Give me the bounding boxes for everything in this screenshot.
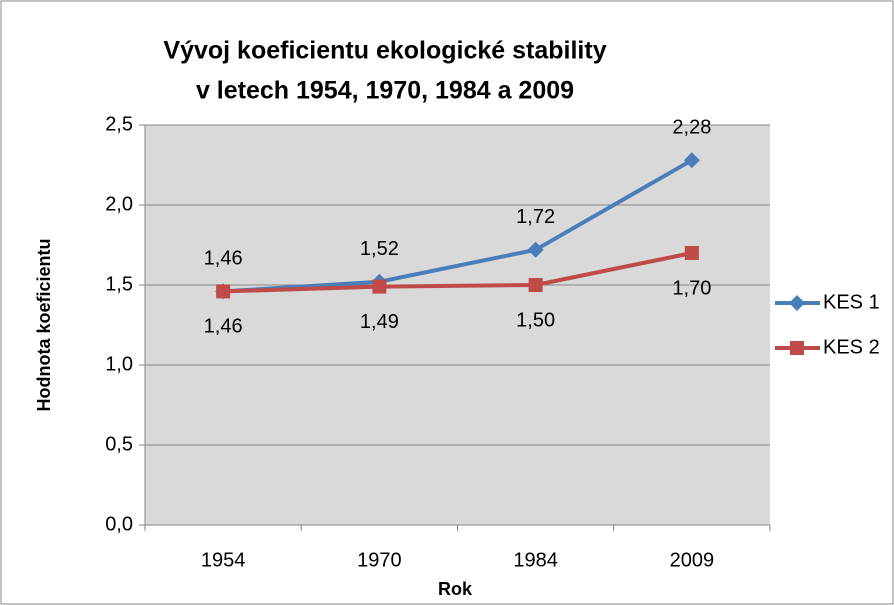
marker [789, 295, 805, 311]
series-line [223, 251, 693, 294]
data-label: 1,52 [360, 238, 399, 260]
data-label: 1,46 [204, 316, 243, 338]
marker [683, 152, 700, 169]
data-label: 1,50 [516, 309, 555, 331]
chart-title: Vývoj koeficientu ekologické stability [163, 37, 606, 65]
marker [790, 341, 804, 355]
marker [216, 284, 231, 299]
data-label: 1,46 [204, 248, 243, 270]
x-axis-title: Rok [438, 579, 473, 599]
legend-label: KES 1 [823, 291, 880, 313]
x-tick-label: 1984 [513, 549, 558, 571]
y-tick-label: 1,5 [105, 273, 133, 295]
data-label: 1,49 [360, 311, 399, 333]
data-label: 1,72 [516, 206, 555, 228]
y-tick-label: 2,5 [105, 113, 133, 135]
legend-label: KES 2 [823, 336, 880, 358]
x-tick-label: 1970 [357, 549, 402, 571]
marker [527, 241, 544, 258]
y-tick-label: 1,0 [105, 353, 133, 375]
chart-title: v letech 1954, 1970, 1984 a 2009 [196, 77, 574, 105]
data-label: 1,70 [672, 277, 711, 299]
series-line [223, 158, 693, 294]
marker [528, 278, 543, 292]
y-tick-label: 2,0 [105, 193, 133, 215]
marker [684, 246, 699, 260]
x-tick-label: 2009 [670, 549, 715, 571]
x-tick-label: 1954 [201, 549, 246, 571]
plot-area [145, 125, 770, 525]
y-axis-title: Hodnota koeficientu [34, 238, 54, 411]
y-tick-label: 0,0 [105, 513, 133, 535]
y-tick-label: 0,5 [105, 433, 133, 455]
data-label: 2,28 [672, 116, 711, 138]
marker [372, 279, 387, 294]
